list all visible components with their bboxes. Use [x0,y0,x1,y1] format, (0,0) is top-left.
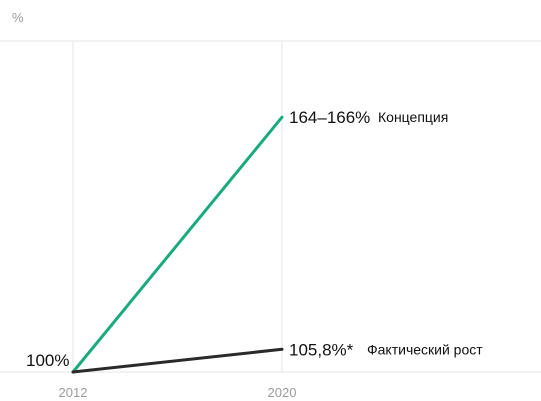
series-line-koncepciya [71,115,284,374]
end-value-label-fakticheskiy-rost: 105,8%* [289,340,354,359]
series-line-fakticheskiy-rost [71,347,284,374]
x-tick-label-2012: 2012 [59,385,88,400]
y-unit-label: % [12,10,24,25]
start-value-label: 100% [26,351,69,370]
series-name-koncepciya: Концепция [378,109,448,125]
x-tick-label-2020: 2020 [268,385,297,400]
end-value-label-koncepciya: 164–166% [289,108,370,127]
series-name-fakticheskiy-rost: Фактический рост [367,341,483,357]
